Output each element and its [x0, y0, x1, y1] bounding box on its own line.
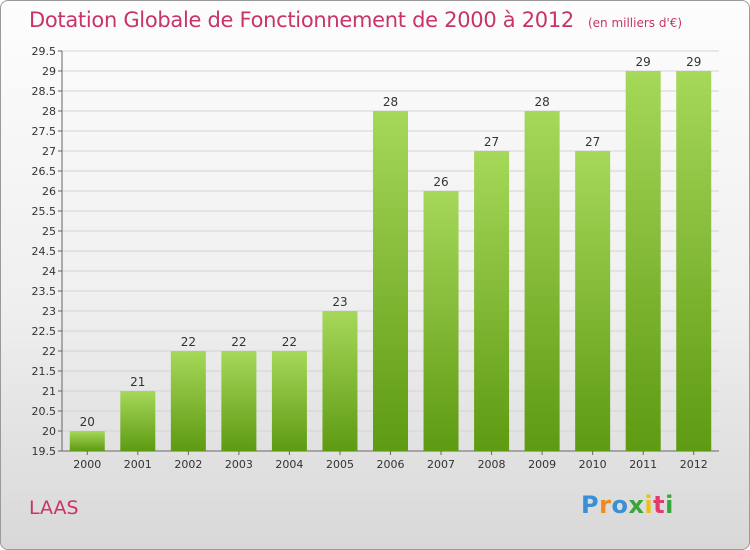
- x-tick-label: 2000: [73, 458, 101, 471]
- bar-value-label: 20: [80, 415, 95, 429]
- y-tick-label: 25: [42, 225, 56, 238]
- y-tick-label: 23: [42, 305, 56, 318]
- x-tick-label: 2009: [528, 458, 556, 471]
- x-tick-label: 2006: [377, 458, 405, 471]
- x-tick-label: 2012: [680, 458, 708, 471]
- bar-value-label: 29: [636, 55, 651, 69]
- bar-2005: [322, 311, 358, 451]
- bar-2001: [120, 391, 156, 451]
- logo-letter: t: [653, 491, 666, 519]
- y-tick-label: 28: [42, 105, 56, 118]
- y-tick-label: 24.5: [32, 245, 57, 258]
- logo-letter: o: [611, 491, 629, 519]
- x-tick-label: 2001: [124, 458, 152, 471]
- bar-2007: [423, 191, 459, 451]
- y-tick-label: 24: [42, 265, 56, 278]
- bar-2004: [271, 351, 307, 451]
- x-tick-label: 2010: [579, 458, 607, 471]
- x-tick-label: 2007: [427, 458, 455, 471]
- x-tick-label: 2004: [275, 458, 303, 471]
- y-tick-label: 22.5: [32, 325, 57, 338]
- x-tick-label: 2011: [629, 458, 657, 471]
- logo-letter: i: [665, 491, 674, 519]
- bar-2008: [474, 151, 510, 451]
- commune-name: LAAS: [29, 497, 79, 519]
- bar-value-label: 26: [433, 175, 448, 189]
- bar-value-label: 28: [383, 95, 398, 109]
- logo-letter: x: [628, 491, 645, 519]
- x-tick-label: 2008: [478, 458, 506, 471]
- bar-2002: [170, 351, 206, 451]
- logo-letter: r: [599, 491, 612, 519]
- chart-unit: (en milliers d'€): [587, 16, 683, 30]
- logo-letter: P: [581, 491, 600, 519]
- y-tick-label: 23.5: [32, 285, 57, 298]
- y-tick-label: 27.5: [32, 125, 57, 138]
- bar-value-label: 21: [130, 375, 145, 389]
- bar-2000: [69, 431, 105, 451]
- chart-title-text: Dotation Globale de Fonctionnement de 20…: [29, 8, 574, 32]
- x-tick-label: 2003: [225, 458, 253, 471]
- bar-2011: [625, 71, 661, 451]
- y-tick-label: 21: [42, 385, 56, 398]
- y-tick-label: 19.5: [32, 445, 57, 458]
- bar-2010: [575, 151, 611, 451]
- x-axis: 2000 2001 2002 2003 2004 2005 2006 2007 2008 2009…: [73, 451, 708, 471]
- y-tick-label: 29: [42, 65, 56, 78]
- bar-value-label: 28: [534, 95, 549, 109]
- bar-2003: [221, 351, 257, 451]
- y-tick-label: 26: [42, 185, 56, 198]
- y-tick-label: 20.5: [32, 405, 57, 418]
- bars: 20 21 22 22 22 23 28 26 27 28 27 29 29: [69, 55, 712, 451]
- bar-value-label: 27: [484, 135, 499, 149]
- y-tick-label: 22: [42, 345, 56, 358]
- bar-2006: [373, 111, 408, 451]
- bar-value-label: 29: [686, 55, 701, 69]
- y-tick-label: 27: [42, 145, 56, 158]
- chart-title: Dotation Globale de Fonctionnement de 20…: [29, 8, 682, 32]
- y-tick-label: 20: [42, 425, 56, 438]
- y-tick-label: 28.5: [32, 85, 57, 98]
- y-tick-label: 26.5: [32, 165, 57, 178]
- y-tick-label: 21.5: [32, 365, 57, 378]
- proxiti-logo: Proxiti: [581, 491, 674, 519]
- x-tick-label: 2005: [326, 458, 354, 471]
- x-tick-label: 2002: [174, 458, 202, 471]
- bar-value-label: 22: [282, 335, 297, 349]
- bar-2012: [676, 71, 712, 451]
- bar-value-label: 27: [585, 135, 600, 149]
- bar-value-label: 23: [332, 295, 347, 309]
- y-tick-label: 25.5: [32, 205, 57, 218]
- bar-value-label: 22: [231, 335, 246, 349]
- bar-value-label: 22: [181, 335, 196, 349]
- y-tick-label: 29.5: [32, 45, 57, 58]
- bar-2009: [524, 111, 560, 451]
- logo-letter: i: [644, 491, 654, 519]
